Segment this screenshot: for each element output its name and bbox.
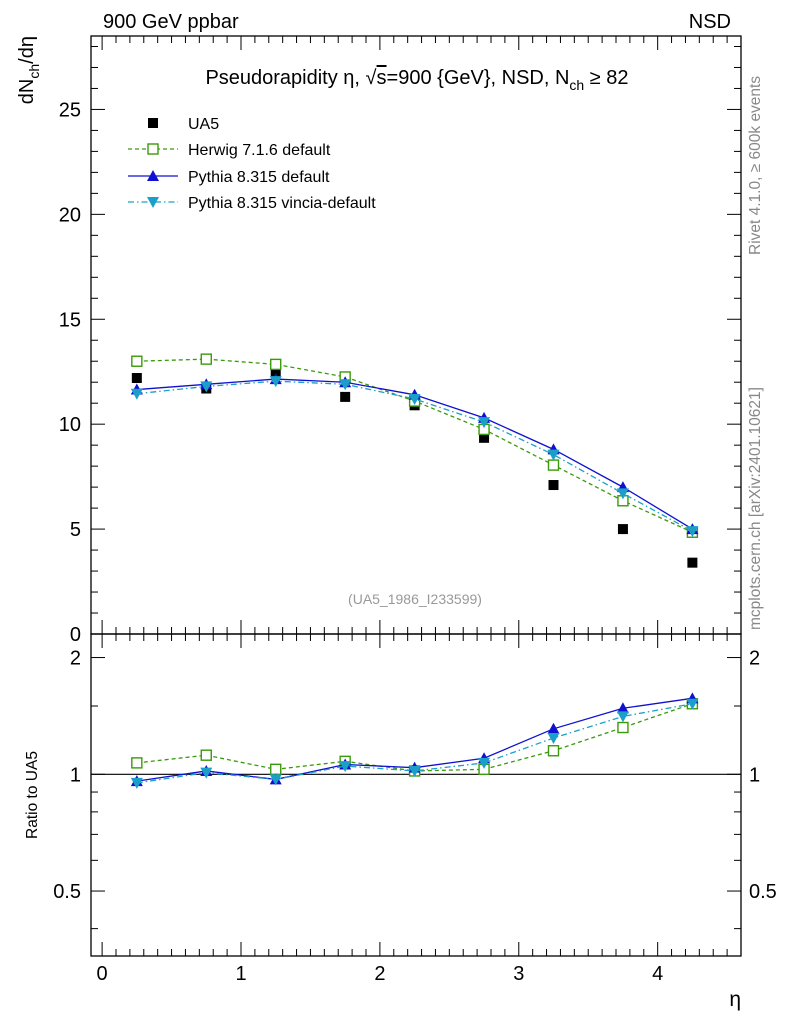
legend-marker-vincia bbox=[147, 197, 159, 208]
main-point-herwig bbox=[131, 355, 143, 367]
main-point-herwig bbox=[547, 459, 560, 471]
main-point-vincia bbox=[686, 526, 699, 538]
ratio-series-group bbox=[130, 692, 699, 789]
ratio-point-vincia bbox=[686, 698, 699, 710]
main-point-vincia bbox=[616, 488, 629, 500]
x-tick-label: 0 bbox=[97, 963, 108, 985]
x-axis-label: η bbox=[729, 988, 741, 1011]
main-point-vincia bbox=[269, 376, 282, 388]
x-tick-label: 3 bbox=[513, 963, 524, 985]
legend-label-vincia: Pythia 8.315 vincia-default bbox=[188, 195, 376, 212]
main-point-ua5 bbox=[270, 366, 281, 377]
main-point-vincia bbox=[339, 379, 352, 391]
main-plot-panel: 0 5 10 15 20 25 bbox=[59, 35, 742, 646]
main-point-ua5 bbox=[548, 480, 559, 491]
ratio-point-vincia bbox=[408, 765, 421, 777]
main-point-herwig bbox=[270, 358, 282, 371]
ratio-plot-panel: 0 1 2 3 4 0.5 0.5 1 1 2 2 bbox=[53, 633, 777, 985]
main-axis-ticks: 0 5 10 15 20 25 bbox=[59, 36, 741, 646]
main-point-ua5 bbox=[617, 524, 628, 535]
main-y-tick-label: 5 bbox=[70, 519, 81, 541]
legend-entry-pythia: Pythia 8.315 default bbox=[128, 169, 330, 186]
x-tick-label: 1 bbox=[235, 963, 246, 985]
legend-marker-pythia bbox=[147, 170, 159, 181]
ratio-point-herwig bbox=[200, 749, 212, 761]
rivet-version-label: Rivet 4.1.0, ≥ 600k events bbox=[747, 76, 764, 255]
legend-entry-herwig: Herwig 7.1.6 default bbox=[128, 142, 331, 159]
header-left: 900 GeV ppbar bbox=[103, 11, 239, 33]
legend: UA5 Herwig 7.1.6 default Pythia 8.315 de… bbox=[128, 116, 376, 212]
main-point-vincia bbox=[130, 388, 143, 400]
ratio-y-tick-label: 0.5 bbox=[53, 881, 81, 903]
ratio-point-vincia bbox=[478, 757, 491, 769]
analysis-watermark: (UA5_1986_I233599) bbox=[348, 591, 482, 607]
main-y-tick-label: 10 bbox=[59, 414, 81, 436]
ratio-point-herwig bbox=[617, 721, 629, 734]
ratio-line-herwig bbox=[136, 703, 693, 772]
main-series-group bbox=[130, 353, 699, 568]
main-point-herwig bbox=[200, 353, 212, 365]
ratio-point-vincia bbox=[616, 711, 629, 723]
main-title: Pseudorapidity η, √s=900 {GeV}, NSD, Nch… bbox=[205, 67, 628, 93]
ratio-axis-ticks: 0 1 2 3 4 0.5 0.5 1 1 2 2 bbox=[53, 634, 777, 985]
main-point-ua5 bbox=[340, 391, 351, 402]
legend-marker-ua5 bbox=[148, 118, 158, 128]
main-point-vincia bbox=[200, 381, 213, 393]
ratio-point-herwig bbox=[131, 757, 143, 769]
main-point-ua5 bbox=[687, 557, 698, 568]
main-point-vincia bbox=[547, 449, 560, 461]
legend-label-herwig: Herwig 7.1.6 default bbox=[188, 142, 331, 159]
x-tick-label: 2 bbox=[374, 963, 385, 985]
header-right: NSD bbox=[689, 11, 731, 33]
ratio-point-vincia bbox=[200, 767, 213, 779]
ratio-point-pythia bbox=[547, 722, 560, 734]
main-point-vincia bbox=[408, 393, 421, 405]
ratio-y-right-tick-label: 1 bbox=[749, 764, 760, 786]
main-point-ua5 bbox=[479, 432, 490, 443]
x-tick-label: 4 bbox=[652, 963, 663, 985]
ratio-point-vincia bbox=[269, 774, 282, 786]
main-y-tick-label: 15 bbox=[59, 309, 81, 331]
legend-label-ua5: UA5 bbox=[188, 116, 219, 133]
ratio-y-right-tick-label: 0.5 bbox=[749, 881, 777, 903]
ratio-point-herwig bbox=[547, 745, 560, 757]
main-y-axis-label: dNch/dη bbox=[16, 36, 42, 104]
main-point-vincia bbox=[478, 417, 491, 429]
ratio-plot-frame bbox=[90, 633, 742, 957]
legend-marker-herwig bbox=[147, 143, 159, 155]
ratio-point-vincia bbox=[339, 761, 352, 773]
ratio-point-pythia bbox=[616, 702, 629, 714]
main-y-tick-label: 0 bbox=[70, 624, 81, 646]
main-y-tick-label: 25 bbox=[59, 99, 81, 121]
ratio-point-vincia bbox=[130, 777, 143, 789]
mcplots-label: mcplots.cern.ch [arXiv:2401.10621] bbox=[747, 387, 764, 630]
ratio-y-right-tick-label: 2 bbox=[749, 648, 760, 670]
main-y-tick-label: 20 bbox=[59, 204, 81, 226]
ratio-y-tick-label: 1 bbox=[70, 764, 81, 786]
ratio-y-tick-label: 2 bbox=[70, 648, 81, 670]
ratio-point-vincia bbox=[547, 733, 560, 745]
main-point-ua5 bbox=[131, 373, 142, 384]
legend-entry-vincia: Pythia 8.315 vincia-default bbox=[128, 195, 376, 212]
ratio-point-herwig bbox=[270, 763, 282, 776]
legend-entry-ua5: UA5 bbox=[148, 116, 219, 133]
ratio-y-axis-label: Ratio to UA5 bbox=[24, 751, 41, 839]
legend-label-pythia: Pythia 8.315 default bbox=[188, 169, 330, 186]
